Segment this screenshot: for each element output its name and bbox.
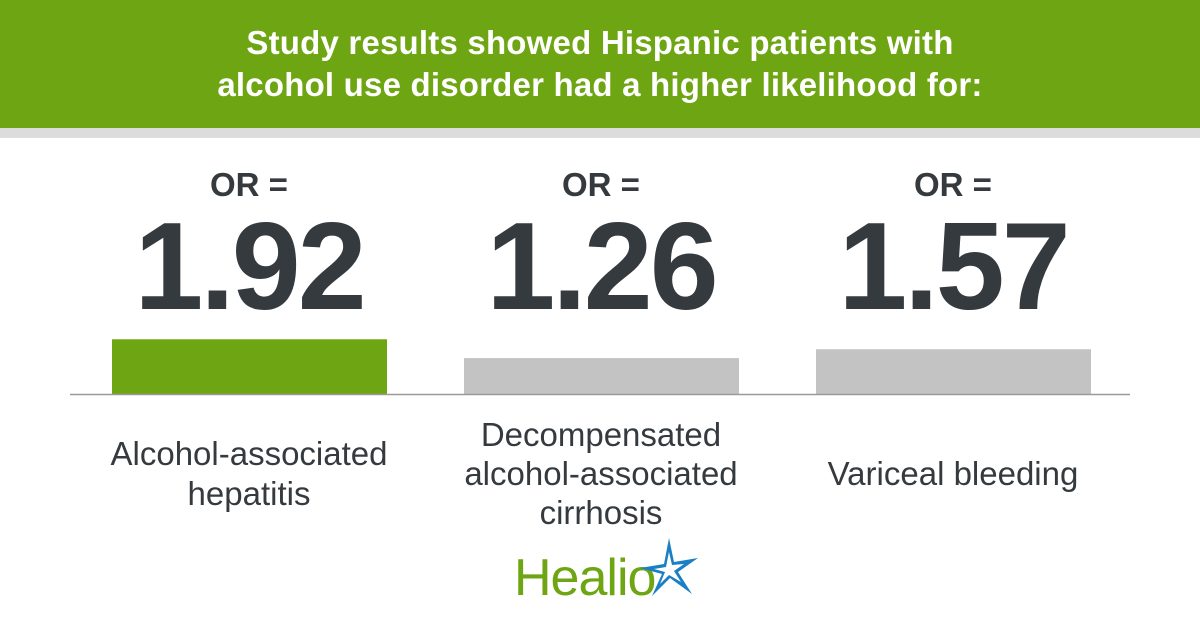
value-label: 1.57 <box>838 198 1070 336</box>
bar-1 <box>112 339 387 394</box>
or-label: OR = <box>210 166 288 203</box>
value-label: 1.26 <box>486 198 718 336</box>
stat-column-2: OR = 1.26 Decompensated alcohol-associat… <box>425 0 777 630</box>
healio-logo: Healio <box>514 538 724 610</box>
header-banner: Study results showed Hispanic patients w… <box>0 0 1200 128</box>
stat-column-3: OR = 1.57 Variceal bleeding <box>777 0 1129 630</box>
or-label: OR = <box>562 166 640 203</box>
header-title-line-2: alcohol use disorder had a higher likeli… <box>217 66 983 103</box>
category-label-line: hepatitis <box>187 475 311 512</box>
category-label-line: alcohol-associated <box>464 455 738 492</box>
category-label-line: cirrhosis <box>539 494 663 531</box>
category-label-line: Variceal bleeding <box>827 455 1079 492</box>
bar-3 <box>816 349 1091 394</box>
header-title-line-1: Study results showed Hispanic patients w… <box>246 24 954 61</box>
logo-wordmark: Healio <box>514 549 656 607</box>
category-label-line: Decompensated <box>480 416 722 453</box>
header-divider <box>0 128 1200 138</box>
category-label-line: Alcohol-associated <box>110 435 388 472</box>
star-burst-icon <box>640 538 698 596</box>
or-label: OR = <box>914 166 992 203</box>
stat-column-1: OR = 1.92 Alcohol-associated hepatitis <box>73 0 425 630</box>
bar-2 <box>464 358 739 394</box>
value-label: 1.92 <box>134 198 366 336</box>
